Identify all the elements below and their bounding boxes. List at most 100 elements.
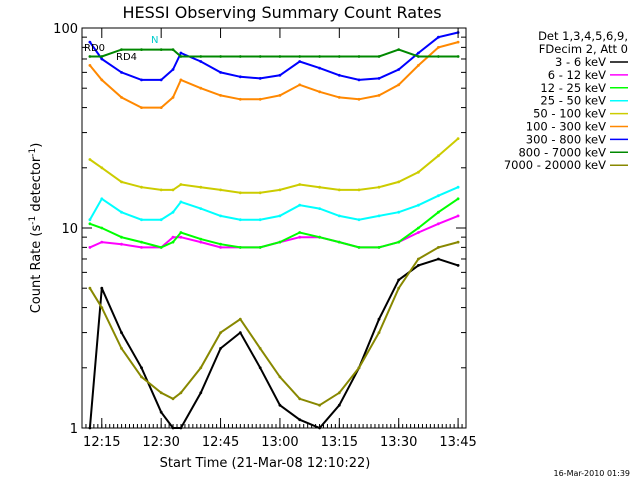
- footer-timestamp: 16-Mar-2010 01:39: [554, 469, 631, 478]
- data-point: [179, 78, 183, 82]
- data-point: [238, 97, 242, 101]
- data-point: [120, 48, 123, 51]
- data-point: [298, 418, 302, 422]
- data-point: [179, 200, 183, 204]
- legend-entry-label: 100 - 300 keV: [526, 120, 606, 134]
- data-point: [258, 97, 262, 101]
- data-point: [417, 257, 420, 261]
- data-point: [377, 185, 381, 189]
- data-point: [437, 246, 440, 249]
- data-point: [456, 185, 460, 189]
- data-point: [171, 96, 175, 99]
- data-point: [456, 240, 460, 244]
- series-line-8: [89, 241, 459, 407]
- data-point: [171, 397, 175, 401]
- data-point: [357, 246, 361, 249]
- data-point: [397, 210, 401, 214]
- legend-header-line-1: Det 1,3,4,5,6,9,: [538, 29, 628, 43]
- data-point: [417, 170, 420, 174]
- data-point: [357, 55, 361, 58]
- data-point: [318, 235, 321, 239]
- data-point: [140, 366, 143, 370]
- data-point: [258, 55, 262, 58]
- legend-entry-label: 12 - 25 keV: [540, 81, 606, 95]
- data-point: [238, 317, 242, 321]
- data-point: [258, 366, 262, 370]
- data-point: [397, 180, 401, 184]
- data-point: [397, 240, 401, 244]
- data-point: [298, 55, 302, 58]
- y-tick-label: 10: [61, 222, 78, 237]
- legend-entry-label: 3 - 6 keV: [555, 55, 606, 69]
- data-point: [318, 55, 321, 58]
- data-point: [159, 78, 163, 82]
- data-point: [456, 40, 460, 44]
- data-point: [258, 191, 262, 195]
- data-point: [140, 106, 143, 109]
- data-point: [100, 286, 104, 290]
- data-point: [199, 207, 203, 211]
- data-point: [437, 46, 440, 49]
- data-point: [397, 286, 401, 290]
- data-point: [219, 214, 223, 218]
- data-point: [437, 222, 440, 226]
- data-point: [337, 55, 341, 58]
- data-point: [219, 55, 223, 58]
- annotation-n: N: [151, 35, 158, 46]
- data-point: [298, 83, 302, 87]
- legend-entry-label: 300 - 800 keV: [526, 132, 606, 146]
- x-axis-label: Start Time (21-Mar-08 12:10:22): [160, 456, 371, 471]
- data-point: [219, 331, 223, 334]
- data-point: [417, 51, 420, 55]
- x-tick-label: 12:30: [142, 435, 179, 450]
- data-point: [159, 391, 163, 395]
- data-point: [456, 55, 460, 58]
- data-point: [238, 246, 242, 249]
- data-point: [120, 180, 123, 184]
- legend-entry-label: 50 - 100 keV: [533, 107, 606, 121]
- data-point: [377, 94, 381, 97]
- data-point: [140, 240, 143, 244]
- data-point: [199, 237, 203, 241]
- data-point: [417, 64, 420, 67]
- data-point: [199, 55, 203, 58]
- data-point: [100, 197, 104, 201]
- data-point: [171, 68, 175, 71]
- data-point: [258, 218, 262, 222]
- data-point: [219, 94, 223, 97]
- data-point: [298, 397, 302, 401]
- data-point: [397, 48, 401, 51]
- data-point: [159, 246, 163, 249]
- data-point: [159, 188, 163, 192]
- data-point: [278, 214, 282, 218]
- legend: Det 1,3,4,5,6,9, FDecim 2, Att 0 3 - 6 k…: [504, 29, 628, 172]
- data-point: [357, 218, 361, 222]
- series-line-4: [89, 137, 459, 194]
- data-point: [238, 191, 242, 195]
- data-point: [100, 240, 104, 244]
- data-point: [120, 331, 123, 334]
- chart-title: HESSI Observing Summary Count Rates: [122, 3, 441, 22]
- data-point: [140, 185, 143, 189]
- data-point: [100, 57, 104, 61]
- data-point: [278, 94, 282, 97]
- annotation-rd4: RD4: [116, 52, 137, 63]
- data-point: [159, 106, 163, 109]
- data-point: [397, 278, 401, 282]
- data-point: [179, 235, 183, 239]
- data-point: [258, 347, 262, 350]
- data-point: [219, 347, 223, 350]
- data-point: [140, 218, 143, 222]
- data-point: [171, 210, 175, 214]
- data-point: [298, 203, 302, 207]
- data-point: [100, 55, 104, 58]
- data-point: [337, 188, 341, 192]
- data-point: [417, 55, 420, 58]
- data-point: [377, 331, 381, 334]
- data-point: [238, 331, 242, 334]
- data-point: [140, 246, 143, 249]
- data-point: [219, 71, 223, 74]
- data-point: [278, 403, 282, 407]
- data-point: [100, 306, 104, 309]
